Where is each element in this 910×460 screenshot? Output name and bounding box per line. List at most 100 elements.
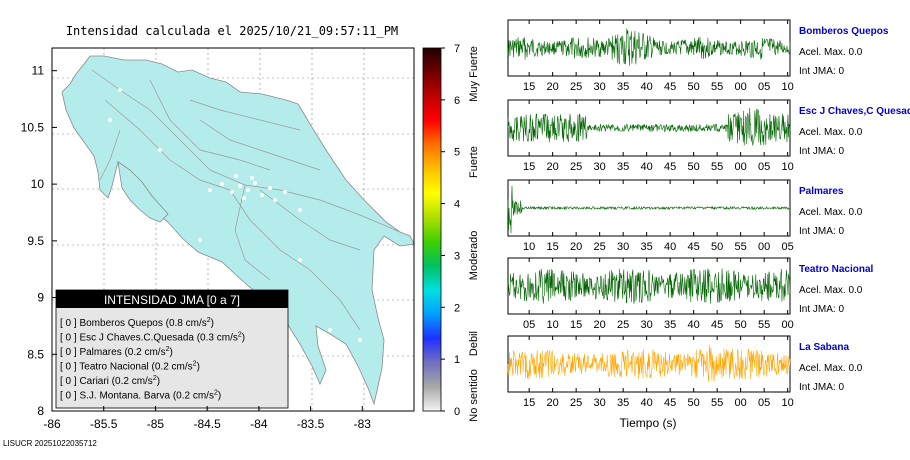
station-acel-max: Acel. Max. 0.0 [799, 207, 863, 218]
legend-entries: [ 0 ] Bomberos Quepos (0.8 cm/s2) [ 0 ] E… [60, 317, 245, 402]
map-x-tick-label: -84.5 [193, 417, 221, 431]
seismogram-panel: 15 20 25 30 35 40 45 50 55 00 05 10 La Sabana Acel. M… [507, 335, 863, 409]
time-tick-label: 15 [523, 397, 535, 409]
time-tick-label: 25 [570, 81, 582, 93]
map-x-ticks: -86 -85.5 -85 -84.5 -84 -83.5 -83 [43, 406, 371, 431]
time-tick-label: 15 [523, 161, 535, 173]
seismogram-panel: 10 15 20 25 30 35 40 45 50 55 00 05 Palmares Acel. Ma… [507, 179, 863, 253]
colorbar: 7 6 5 4 3 2 1 0 Muy Fuerte Fuerte Moderado Debil No… [422, 43, 480, 422]
time-tick-label: 30 [594, 161, 606, 173]
waveform-trace [507, 28, 791, 66]
station-acel-max: Acel. Max. 0.0 [799, 47, 863, 58]
map-y-tick-label: 9 [37, 291, 44, 305]
time-tick-label: 35 [617, 397, 629, 409]
colorbar-tick-label: 0 [454, 406, 460, 418]
waveform-trace [507, 268, 791, 304]
map-y-tick-label: 10 [31, 177, 45, 191]
time-tick-label: 45 [711, 319, 723, 331]
colorbar-tick-label: 3 [454, 250, 460, 262]
time-tick-label: 35 [664, 319, 676, 331]
station-int-jma: Int JMA: 0 [799, 146, 844, 157]
time-tick-label: 25 [570, 397, 582, 409]
station-name: Bomberos Quepos [799, 26, 889, 37]
station-int-jma: Int JMA: 0 [799, 226, 844, 237]
time-tick-label: 00 [782, 319, 794, 331]
map-x-tick-label: -84 [250, 417, 268, 431]
time-tick-label: 20 [594, 319, 606, 331]
station-int-jma: Int JMA: 0 [799, 382, 844, 393]
colorbar-ticks: 7 6 5 4 3 2 1 0 [441, 43, 460, 418]
time-tick-label: 40 [641, 81, 653, 93]
map-panel: INTENSIDAD JMA [0 a 7] [ 0 ] Bomberos Qu… [21, 47, 415, 431]
time-tick-label: 05 [523, 319, 535, 331]
time-tick-label: 55 [758, 319, 770, 331]
time-tick-label: 50 [735, 319, 747, 331]
time-tick-label: 10 [782, 81, 794, 93]
time-tick-label: 10 [523, 241, 535, 253]
time-tick-label: 15 [523, 81, 535, 93]
time-tick-label: 40 [664, 241, 676, 253]
station-int-jma: Int JMA: 0 [799, 66, 844, 77]
legend-header: INTENSIDAD JMA [0 a 7] [104, 293, 240, 307]
time-tick-label: 25 [570, 161, 582, 173]
time-tick-label: 25 [617, 319, 629, 331]
station-name: Teatro Nacional [799, 264, 873, 275]
costa-rica-land [61, 55, 415, 406]
colorbar-tick-label: 5 [454, 147, 460, 159]
station-acel-max: Acel. Max. 0.0 [799, 363, 863, 374]
time-tick-label: 00 [735, 81, 747, 93]
colorbar-level-label: Debil [468, 331, 480, 356]
time-tick-label: 20 [547, 397, 559, 409]
time-tick-label: 20 [547, 81, 559, 93]
time-tick-label: 55 [711, 397, 723, 409]
station-int-jma: Int JMA: 0 [799, 304, 844, 315]
seismogram-panels: 15 20 25 30 35 40 45 50 55 00 05 10 Bomberos Quepos A… [507, 19, 910, 409]
map-y-ticks: 11 10.5 10 9.5 9 8.5 8 [21, 64, 57, 418]
station-name: Esc J Chaves,C Quesada [799, 106, 910, 117]
colorbar-level-label: Moderado [468, 231, 480, 281]
time-axis-label: Tiempo (s) [620, 416, 677, 430]
map-x-tick-label: -85 [147, 417, 165, 431]
time-tick-label: 05 [758, 161, 770, 173]
time-tick-label: 20 [570, 241, 582, 253]
map-x-tick-label: -86 [43, 417, 61, 431]
time-tick-label: 45 [664, 397, 676, 409]
map-y-tick-label: 8.5 [27, 347, 44, 361]
map-y-tick-label: 8 [37, 404, 44, 418]
time-tick-label: 30 [617, 241, 629, 253]
seismogram-frame [507, 257, 791, 315]
station-name: Palmares [799, 186, 844, 197]
colorbar-tick-label: 1 [454, 354, 460, 366]
legend-entry: [ 0 ] Esc J Chaves.C.Quesada (0.3 cm/s2) [60, 332, 245, 344]
map-title: Intensidad calculada el 2025/10/21_09:57… [66, 24, 398, 38]
colorbar-tick-label: 6 [454, 95, 460, 107]
time-tick-label: 35 [617, 161, 629, 173]
colorbar-tick-label: 2 [454, 302, 460, 314]
legend-header-bar [56, 290, 288, 308]
time-tick-label: 35 [641, 241, 653, 253]
time-tick-label: 30 [594, 397, 606, 409]
waveform-trace [507, 345, 791, 382]
time-tick-label: 40 [641, 161, 653, 173]
time-tick-label: 05 [758, 397, 770, 409]
station-name: La Sabana [799, 342, 849, 353]
time-tick-label: 45 [664, 81, 676, 93]
station-acel-max: Acel. Max. 0.0 [799, 127, 863, 138]
time-tick-label: 50 [711, 241, 723, 253]
time-tick-label: 45 [664, 161, 676, 173]
time-tick-label: 50 [688, 161, 700, 173]
time-tick-label: 40 [688, 319, 700, 331]
colorbar-level-label: No sentido [468, 369, 480, 422]
time-tick-label: 55 [711, 161, 723, 173]
map-frame [51, 47, 415, 412]
time-tick-label: 50 [688, 397, 700, 409]
time-tick-label: 00 [735, 161, 747, 173]
time-tick-label: 55 [735, 241, 747, 253]
colorbar-level-label: Fuerte [468, 146, 480, 178]
seismogram-panel: 15 20 25 30 35 40 45 50 55 00 05 10 Esc J Chaves,C Q… [507, 99, 910, 173]
nicoya-peninsula [117, 161, 169, 223]
time-tick-label: 05 [758, 81, 770, 93]
road-network [91, 69, 401, 331]
footer-id: LISUCR 20251022035712 [3, 439, 97, 448]
legend-entry: [ 0 ] Teatro Nacional (0.2 cm/s2) [60, 361, 200, 373]
